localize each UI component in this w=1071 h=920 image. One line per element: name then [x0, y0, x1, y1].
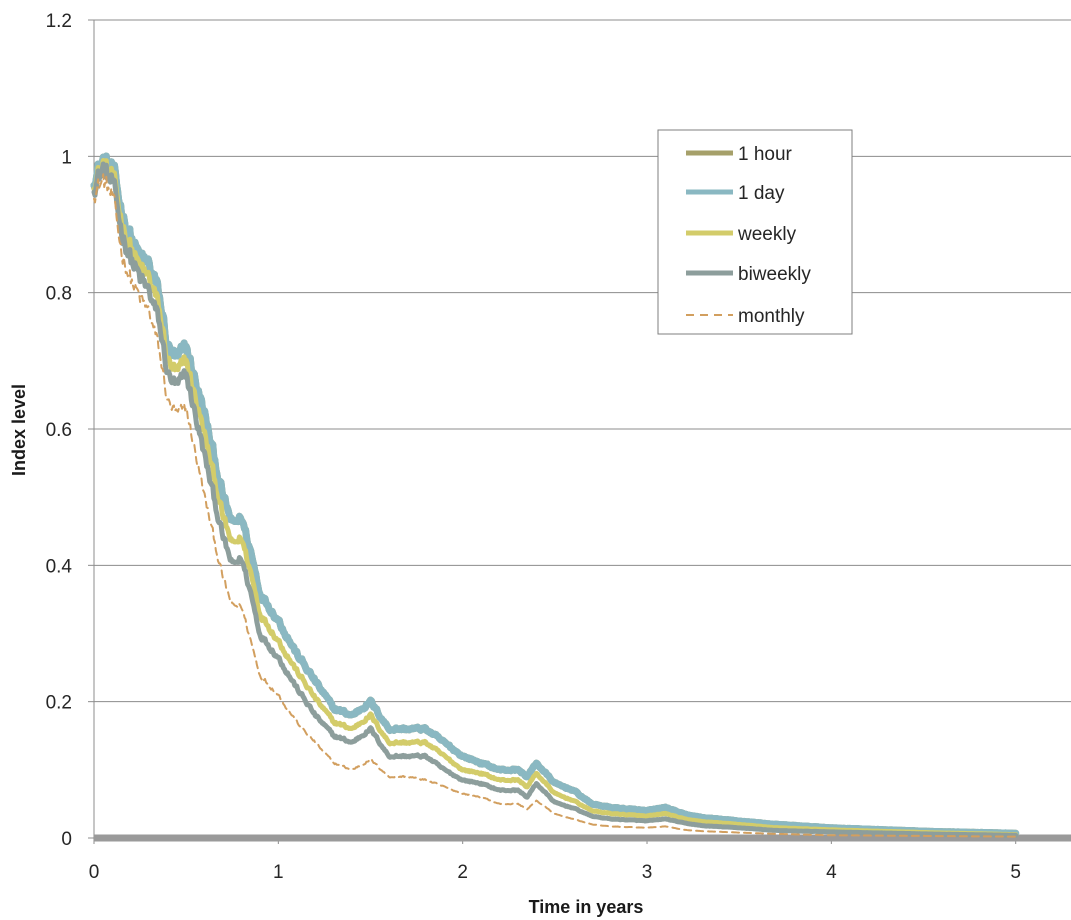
y-axis-title: Index level	[9, 384, 29, 476]
y-tick-label: 0.2	[46, 693, 72, 714]
gridlines	[94, 19, 1071, 703]
axes	[88, 19, 1071, 844]
legend-items: 1 hour 1 day weekly biweekly monthly	[686, 144, 811, 327]
legend-label: monthly	[738, 306, 805, 327]
x-tick-label: 1	[273, 862, 284, 883]
x-tick-label: 4	[826, 862, 837, 883]
y-tick-label: 0.4	[46, 556, 73, 577]
legend-label: weekly	[737, 224, 797, 245]
tick-labels: 0 0.2 0.4 0.6 0.8 1 1.2 0 1 2 3 4 5	[46, 11, 1021, 883]
x-tick-label: 3	[642, 862, 653, 883]
series-line-1-day	[90, 152, 1020, 837]
y-tick-label: 1.2	[46, 11, 72, 32]
y-tick-label: 1	[61, 147, 72, 168]
series-line-monthly	[93, 173, 1017, 838]
legend-label: 1 hour	[738, 144, 793, 165]
series-line-weekly	[91, 158, 1019, 838]
x-tick-label: 5	[1010, 862, 1021, 883]
x-tick-label: 2	[457, 862, 468, 883]
y-tick-label: 0	[61, 829, 72, 850]
x-axis-title: Time in years	[529, 897, 644, 917]
y-tick-label: 0.6	[46, 420, 72, 441]
series-lines	[90, 152, 1020, 838]
series-line-1-hour	[90, 152, 1020, 837]
legend: 1 hour 1 day weekly biweekly monthly	[657, 129, 853, 335]
x-tick-label: 0	[89, 862, 100, 883]
legend-label: 1 day	[738, 183, 785, 204]
legend-label: biweekly	[738, 264, 811, 285]
y-tick-label: 0.8	[46, 284, 72, 305]
series-line-biweekly	[91, 161, 1019, 838]
